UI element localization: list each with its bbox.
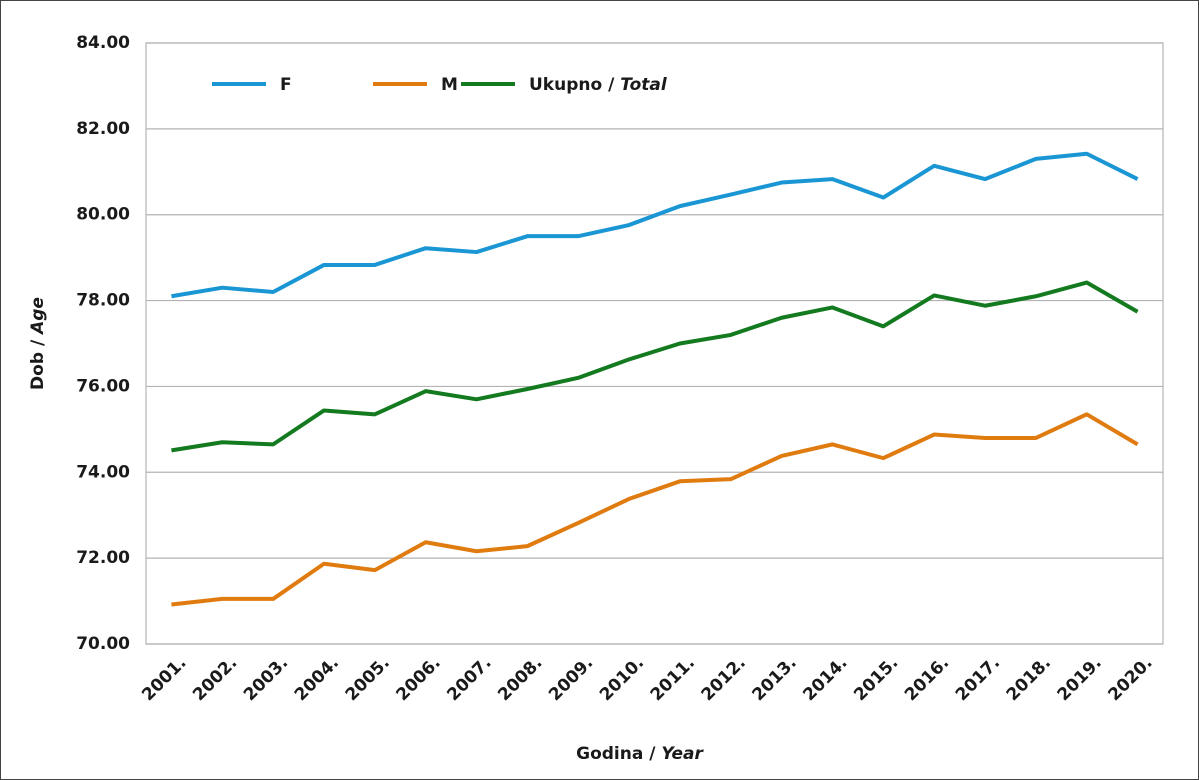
x-tick-label: 2011. — [647, 653, 699, 705]
x-tick-label: 2007. — [443, 653, 495, 705]
x-tick-label: 2005. — [342, 653, 394, 705]
series-line — [171, 151, 1139, 299]
x-tick-label: 2017. — [952, 653, 1004, 705]
x-tick-label: 2002. — [189, 653, 241, 705]
y-tick-label: 72.00 — [76, 548, 130, 568]
x-tick-label: 2014. — [799, 653, 851, 705]
y-tick-label: 82.00 — [76, 119, 130, 139]
x-axis-label: Godina / Year — [576, 744, 704, 764]
x-tick-label: 2003. — [240, 653, 292, 705]
legend-label: M — [441, 75, 458, 95]
legend-label: Ukupno / Total — [529, 75, 668, 95]
x-tick-label: 2010. — [596, 653, 648, 705]
series-line — [171, 280, 1139, 453]
y-tick-label: 76.00 — [76, 376, 130, 396]
y-tick-label: 78.00 — [76, 291, 130, 311]
x-tick-label: 2015. — [850, 653, 902, 705]
x-tick-label: 2001. — [138, 653, 190, 705]
y-tick-label: 74.00 — [76, 462, 130, 482]
x-tick-label: 2018. — [1003, 653, 1055, 705]
y-tick-label: 70.00 — [76, 634, 130, 654]
x-tick-label: 2008. — [494, 653, 546, 705]
legend-label: F — [280, 75, 292, 95]
series-line — [171, 412, 1139, 607]
x-tick-label: 2020. — [1104, 653, 1156, 705]
x-tick-label: 2004. — [291, 653, 343, 705]
x-tick-label: 2013. — [749, 653, 801, 705]
y-tick-label: 80.00 — [76, 205, 130, 225]
x-tick-label: 2016. — [901, 653, 953, 705]
x-tick-label: 2009. — [545, 653, 597, 705]
x-tick-label: 2019. — [1054, 653, 1106, 705]
x-tick-label: 2006. — [393, 653, 445, 705]
y-tick-label: 84.00 — [76, 33, 130, 53]
y-axis-label: Dob / Age — [28, 297, 48, 390]
x-tick-label: 2012. — [698, 653, 750, 705]
plot-border — [145, 42, 1164, 645]
